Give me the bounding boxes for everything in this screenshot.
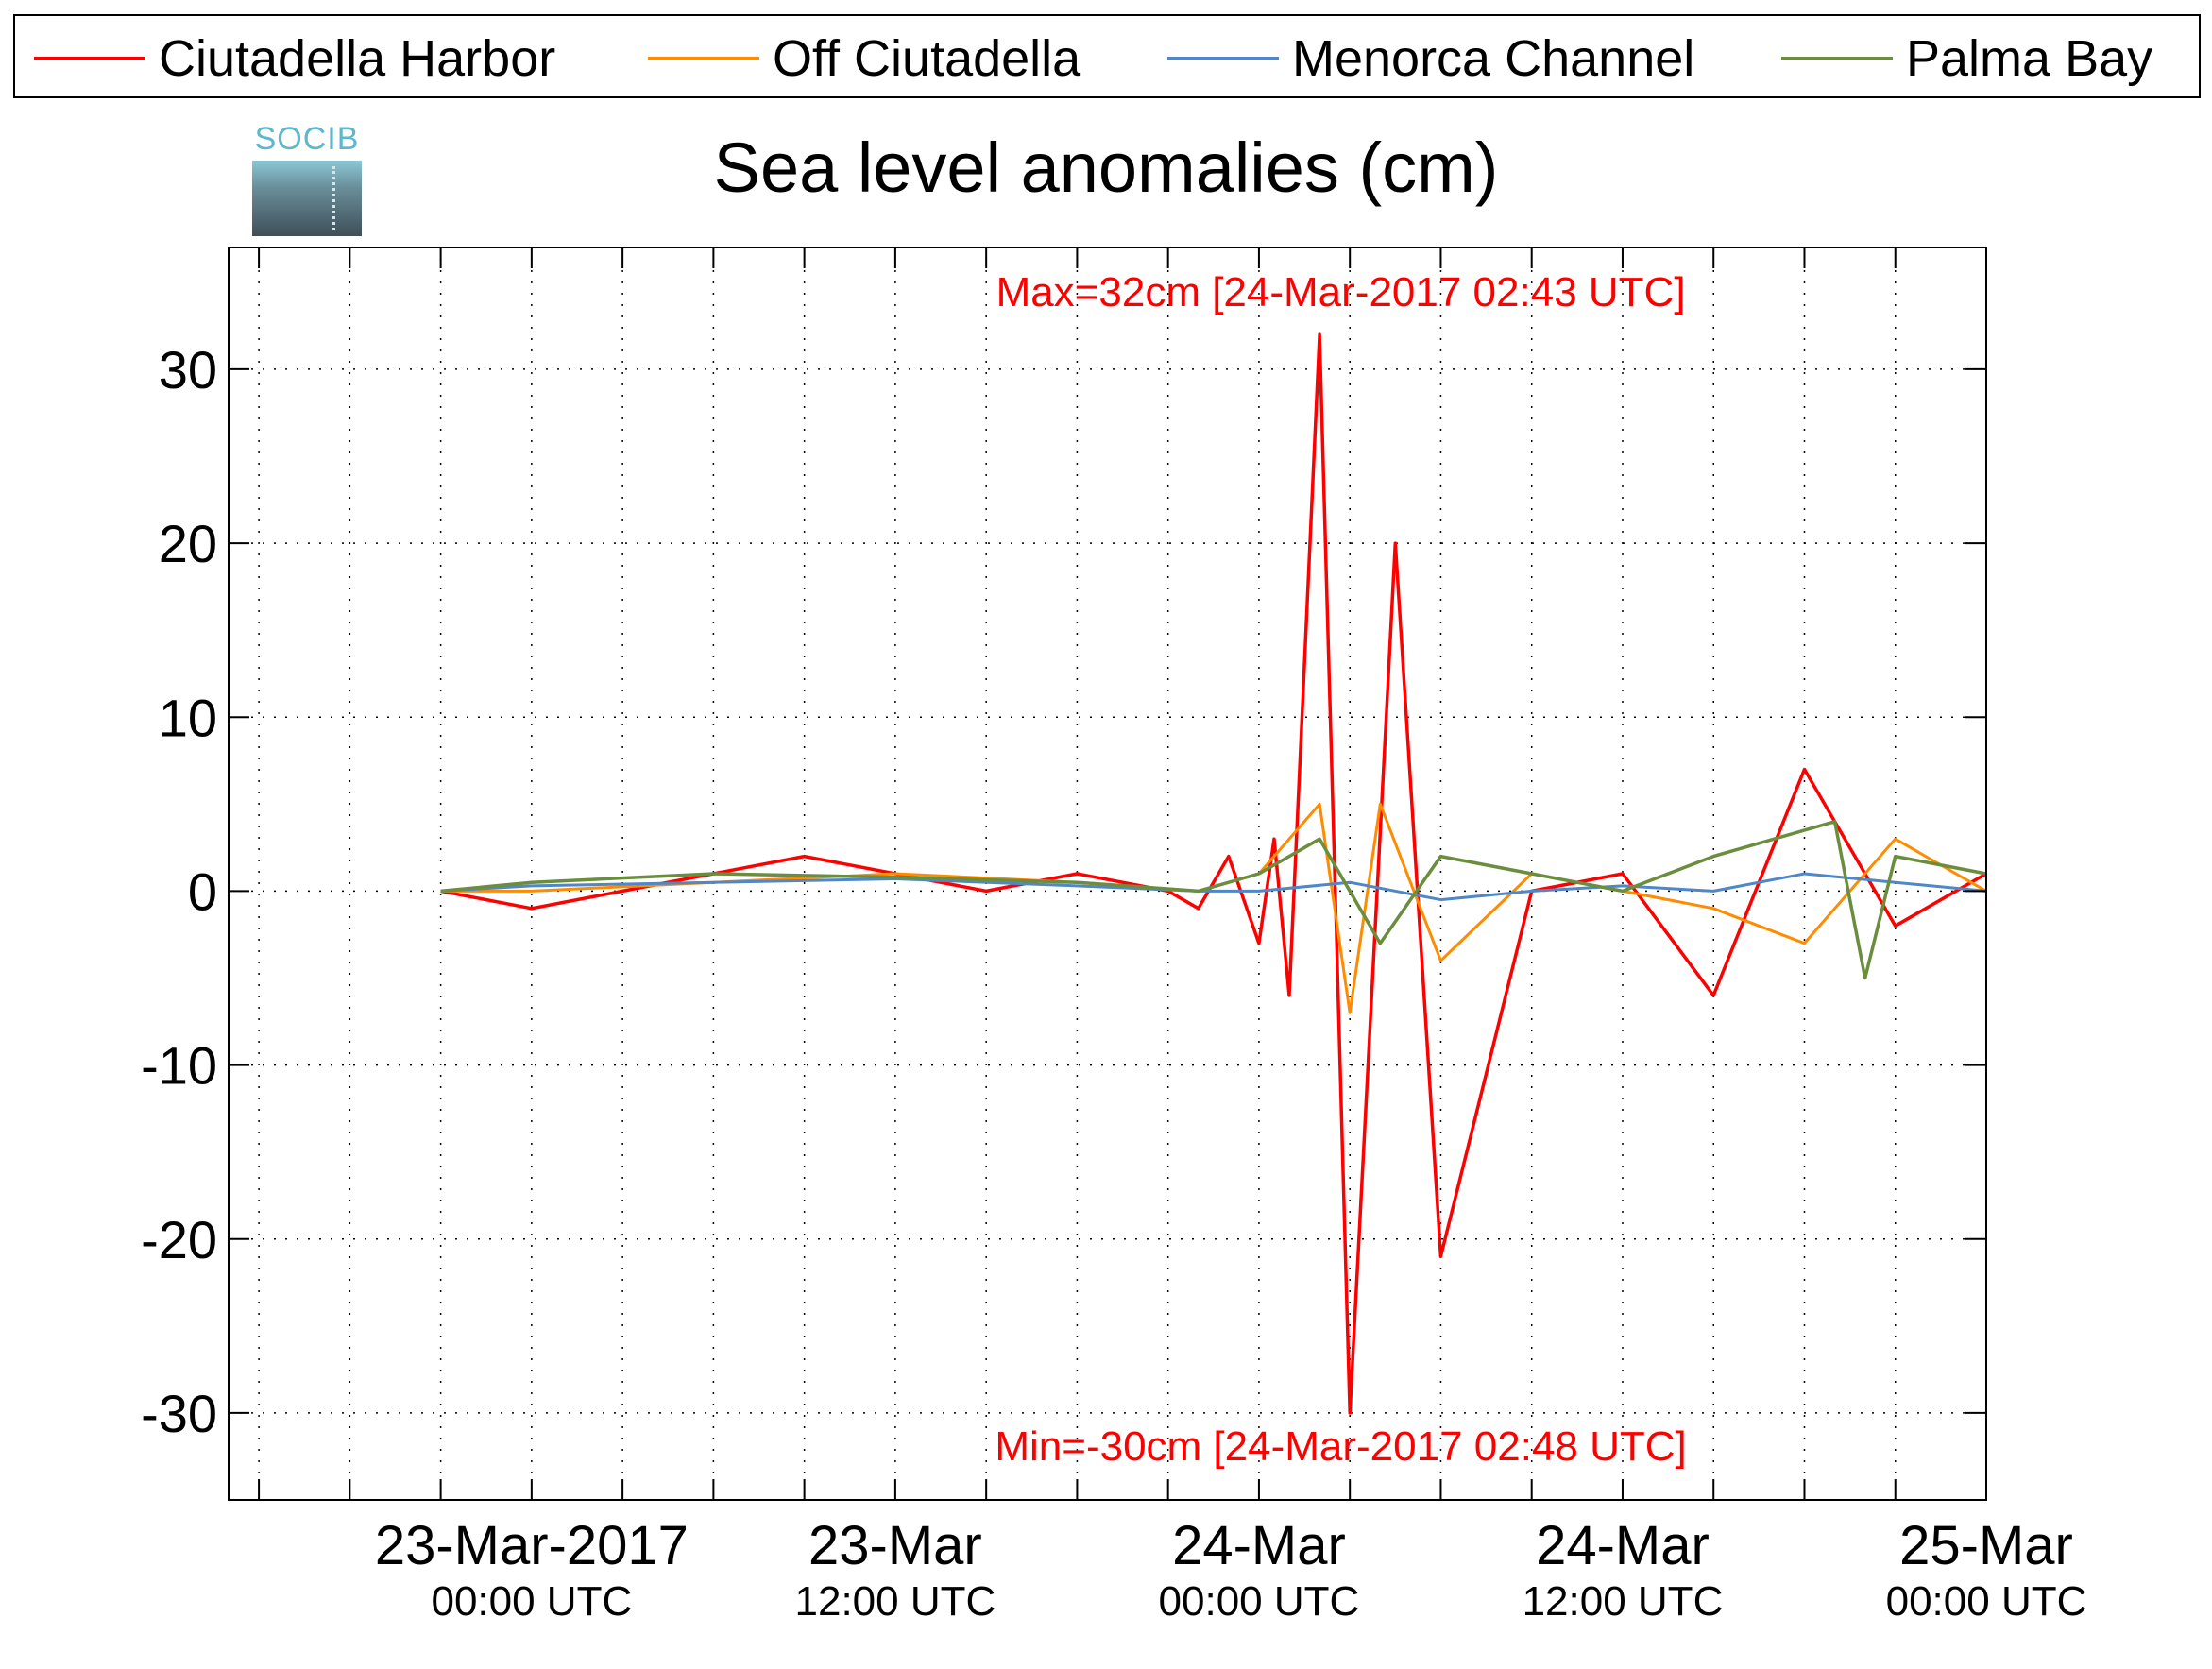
x-tick-label-time: 12:00 UTC	[795, 1578, 996, 1625]
legend-label-off-ciutadella: Off Ciutadella	[773, 29, 1081, 87]
series-layer	[440, 332, 1987, 1415]
legend-swatch-off-ciutadella	[648, 56, 759, 60]
socib-logo-text: SOCIB	[254, 121, 360, 157]
legend-label-menorca-channel: Menorca Channel	[1292, 29, 1695, 87]
x-tick-label-date: 25-Mar	[1899, 1515, 2073, 1576]
legend-item-off-ciutadella: Off Ciutadella	[648, 16, 1080, 100]
legend-label-palma-bay: Palma Bay	[1906, 29, 2153, 87]
legend-item-ciutadella-harbor: Ciutadella Harbor	[34, 16, 555, 100]
annotation-max: Max=32cm [24-Mar-2017 02:43 UTC]	[996, 269, 1686, 315]
y-tick-label: -30	[141, 1384, 217, 1443]
legend-swatch-palma-bay	[1781, 56, 1893, 60]
y-tick-label: 20	[159, 514, 217, 573]
x-tick-label-time: 00:00 UTC	[431, 1578, 632, 1625]
y-tick-label: 0	[188, 861, 217, 921]
series-line-palma-bay	[440, 820, 1987, 980]
socib-logo: SOCIB	[251, 121, 363, 236]
legend-swatch-menorca-channel	[1167, 56, 1279, 60]
x-tick-label-time: 00:00 UTC	[1159, 1578, 1360, 1625]
x-tick-label-date: 23-Mar-2017	[375, 1515, 689, 1576]
x-tick-label-time: 12:00 UTC	[1523, 1578, 1724, 1625]
series-line-off-ciutadella	[440, 802, 1987, 1014]
socib-logo-graphic	[252, 161, 362, 236]
legend-item-menorca-channel: Menorca Channel	[1167, 16, 1694, 100]
grid-layer	[229, 247, 1986, 1500]
x-tick-label-date: 23-Mar	[808, 1515, 982, 1576]
socib-logo-mark	[332, 166, 338, 230]
y-tick-label: -20	[141, 1210, 217, 1269]
y-tick-label: 10	[159, 688, 217, 747]
legend-label-ciutadella-harbor: Ciutadella Harbor	[159, 29, 556, 87]
y-tick-label: -10	[141, 1036, 217, 1096]
plot-frame	[228, 247, 1987, 1501]
legend: Ciutadella Harbor Off Ciutadella Menorca…	[13, 14, 2201, 98]
x-tick-label-date: 24-Mar	[1536, 1515, 1710, 1576]
legend-swatch-ciutadella-harbor	[34, 56, 145, 60]
series-line-ciutadella-harbor	[440, 332, 1987, 1415]
x-tick-label-time: 00:00 UTC	[1886, 1578, 2087, 1625]
tick-layer	[229, 247, 1986, 1500]
series-line-menorca-channel	[440, 872, 1987, 902]
legend-item-palma-bay: Palma Bay	[1781, 16, 2152, 100]
y-tick-label: 30	[159, 340, 217, 400]
annotation-min: Min=-30cm [24-Mar-2017 02:48 UTC]	[995, 1423, 1686, 1470]
x-tick-label-date: 24-Mar	[1172, 1515, 1346, 1576]
chart-title: Sea level anomalies (cm)	[713, 128, 1499, 207]
